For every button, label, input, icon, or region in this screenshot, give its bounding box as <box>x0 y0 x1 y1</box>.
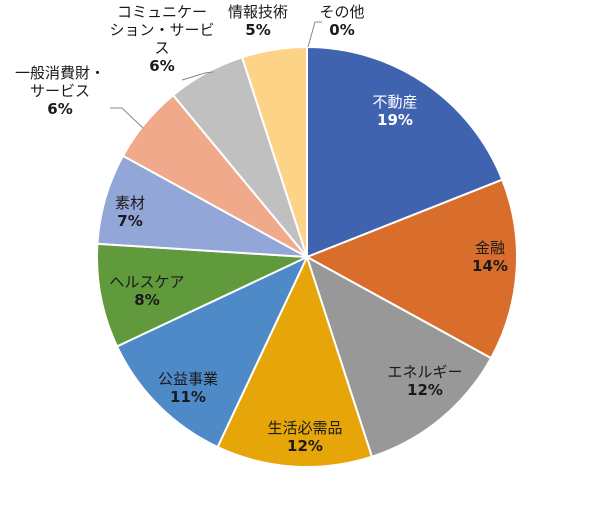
leader-line-1 <box>110 107 144 129</box>
leader-lines <box>110 21 322 129</box>
slice-pct-11: 0% <box>329 21 354 39</box>
slice-label-11: その他 <box>319 3 364 21</box>
slice-label-1: 不動産 <box>372 93 417 111</box>
slice-pct-8: 6% <box>47 100 72 118</box>
pie-slice-4 <box>216 254 374 468</box>
slice-pct-4: 12% <box>287 437 323 455</box>
pie-slice-6 <box>96 242 308 348</box>
pie-slice-10 <box>240 45 308 258</box>
pie-slice-2 <box>304 178 518 360</box>
slice-label-6: ヘルスケア <box>109 273 184 291</box>
slice-pct-6: 8% <box>134 291 159 309</box>
slice-label-2: 金融 <box>475 239 505 257</box>
slice-pct-9: 6% <box>149 57 174 75</box>
slice-labels: 不動産19%金融14%エネルギー12%生活必需品12%公益事業11%ヘルスケア8… <box>15 3 508 455</box>
pie-slice-5 <box>115 254 310 449</box>
slice-label-4: 生活必需品 <box>267 419 342 437</box>
slice-label-8: 一般消費財・サービス <box>15 64 105 100</box>
slice-pct-5: 11% <box>170 388 206 406</box>
pie-slice-3 <box>305 254 493 458</box>
slice-pct-3: 12% <box>407 381 443 399</box>
slice-pct-1: 19% <box>377 111 413 129</box>
slice-pct-2: 14% <box>472 257 508 275</box>
slice-label-10: 情報技術 <box>228 3 288 21</box>
pie-slice-1 <box>306 45 504 259</box>
slice-pct-10: 5% <box>245 21 270 39</box>
leader-line-2 <box>181 71 214 81</box>
slice-pct-7: 7% <box>117 212 142 230</box>
slice-label-3: エネルギー <box>387 363 462 381</box>
slice-label-9: コミュニケーション・サービス <box>109 3 214 57</box>
pie-slices <box>96 45 518 468</box>
slice-label-7: 素材 <box>115 194 145 212</box>
leader-line-3 <box>307 21 322 48</box>
slice-label-5: 公益事業 <box>158 370 218 388</box>
